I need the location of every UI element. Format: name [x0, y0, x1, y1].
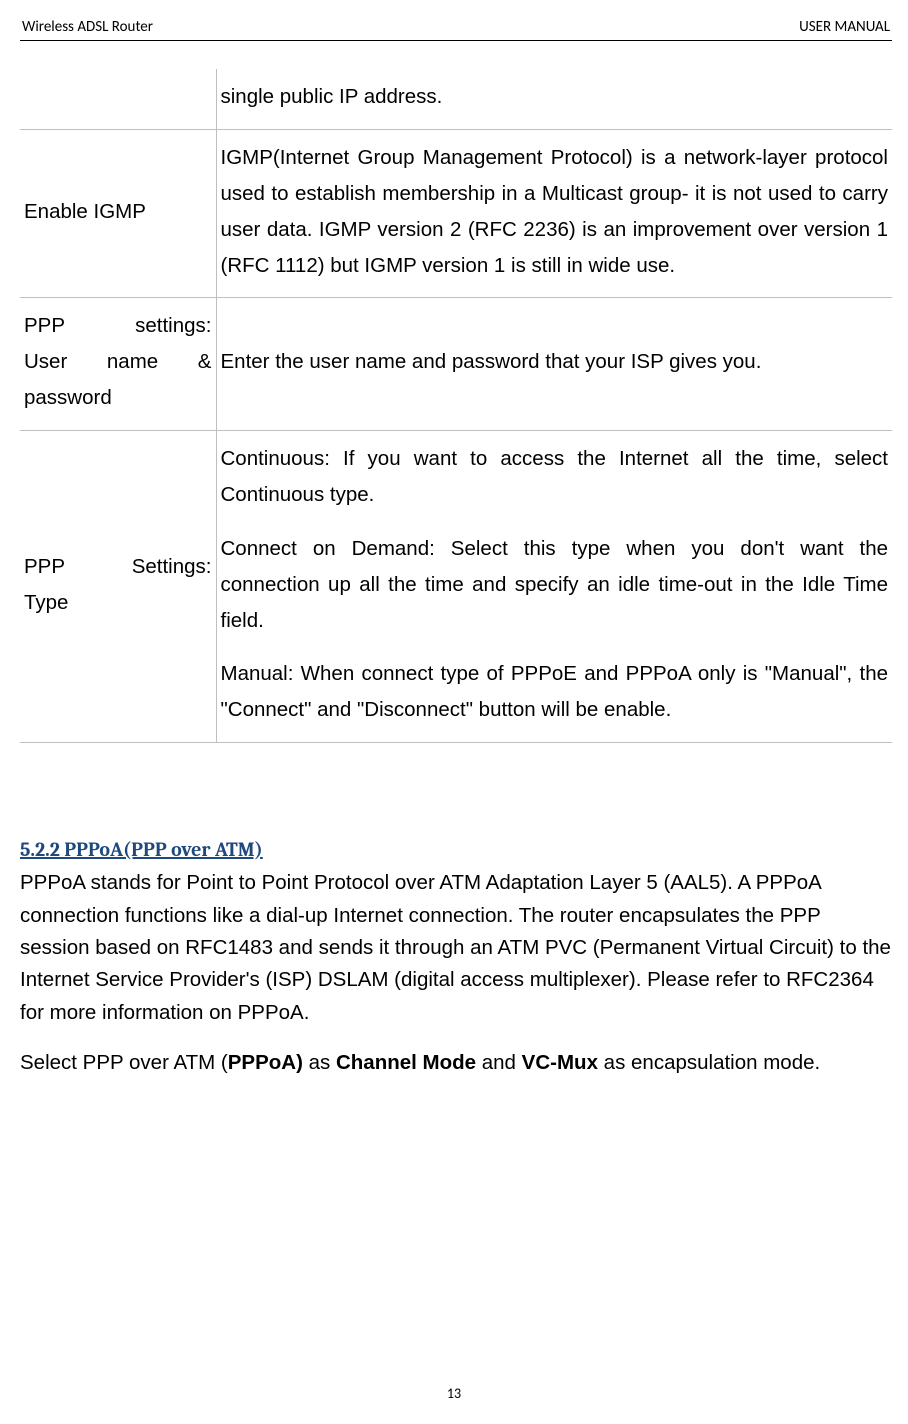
text: Enter the user name and password that yo…: [221, 350, 762, 373]
text: single public IP address.: [221, 85, 443, 108]
table-row: PPPsettings: Username& password Enter th…: [20, 298, 892, 431]
cell-value: IGMP(Internet Group Management Protocol)…: [216, 129, 892, 298]
text: Select PPP over ATM (: [20, 1051, 228, 1074]
header-rule: [20, 40, 892, 41]
settings-table: single public IP address. Enable IGMP IG…: [20, 69, 892, 743]
cell-label: PPPsettings: Username& password: [20, 298, 216, 431]
header-right: USER MANUAL: [799, 18, 890, 36]
page-header: Wireless ADSL Router USER MANUAL: [20, 18, 892, 40]
text: and: [476, 1051, 522, 1074]
cell-value: Continuous: If you want to access the In…: [216, 431, 892, 743]
paragraph: PPPoA stands for Point to Point Protocol…: [20, 867, 892, 1029]
table-row: single public IP address.: [20, 69, 892, 129]
paragraph: Select PPP over ATM (PPPoA) as Channel M…: [20, 1047, 892, 1079]
cell-value: Enter the user name and password that yo…: [216, 298, 892, 431]
section-heading: 5.2.2 PPPoA(PPP over ATM): [20, 838, 892, 861]
text: IGMP(Internet Group Management Protocol)…: [221, 146, 889, 277]
text: password: [24, 380, 212, 416]
text: Enable IGMP: [24, 200, 146, 223]
text: Continuous: If you want to access the In…: [221, 441, 889, 513]
section-body: PPPoA stands for Point to Point Protocol…: [20, 867, 892, 1079]
page: Wireless ADSL Router USER MANUAL single …: [0, 0, 908, 1424]
cell-label: PPPSettings: Type: [20, 431, 216, 743]
text: Type: [24, 585, 212, 621]
page-footer: 13: [0, 1385, 908, 1402]
bold-text: PPPoA): [228, 1051, 303, 1074]
header-left: Wireless ADSL Router: [22, 18, 153, 36]
cell-value: single public IP address.: [216, 69, 892, 129]
justified-line: PPPSettings:: [24, 549, 212, 585]
text: as encapsulation mode.: [598, 1051, 820, 1074]
justified-line: PPPsettings:: [24, 308, 212, 344]
justified-line: Username&: [24, 344, 212, 380]
text: as: [303, 1051, 336, 1074]
cell-label: Enable IGMP: [20, 129, 216, 298]
text: Manual: When connect type of PPPoE and P…: [221, 656, 889, 728]
bold-text: VC-Mux: [522, 1051, 598, 1074]
bold-text: Channel Mode: [336, 1051, 476, 1074]
table-row: PPPSettings: Type Continuous: If you wan…: [20, 431, 892, 743]
table-row: Enable IGMP IGMP(Internet Group Manageme…: [20, 129, 892, 298]
cell-label: [20, 69, 216, 129]
page-number: 13: [447, 1385, 461, 1402]
text: Connect on Demand: Select this type when…: [221, 531, 889, 639]
